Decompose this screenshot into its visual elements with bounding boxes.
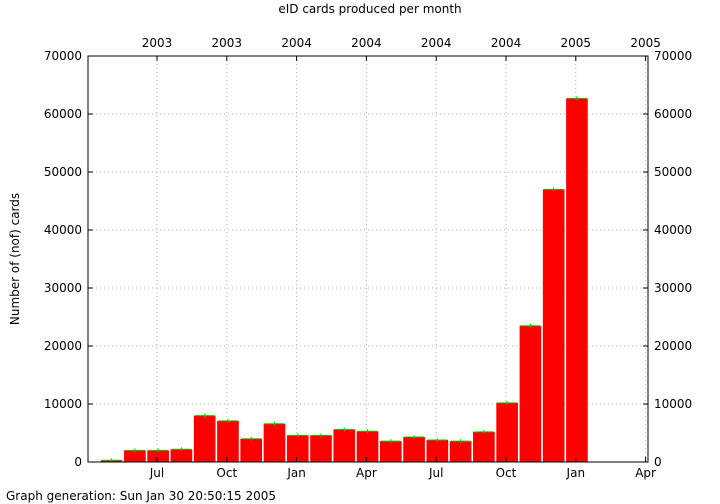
bars-group (100, 96, 588, 463)
bar (566, 98, 588, 462)
bar (217, 420, 239, 462)
graph-generation-footer: Graph generation: Sun Jan 30 20:50:15 20… (6, 489, 276, 503)
bar (473, 431, 495, 462)
x-tick-label-bottom: Apr (635, 466, 656, 480)
y-tick-label-right: 60000 (654, 107, 692, 121)
y-tick-label-left: 20000 (44, 339, 82, 353)
x-tick-label-bottom: Oct (216, 466, 237, 480)
bar (403, 437, 425, 462)
x-tick-label-top: 2005 (630, 36, 661, 50)
x-tick-label-bottom: Oct (496, 466, 517, 480)
x-tick-label-bottom: Jul (149, 466, 164, 480)
y-tick-label-right: 0 (654, 455, 662, 469)
x-tick-label-bottom: Apr (356, 466, 377, 480)
bar (496, 402, 518, 462)
bar (333, 429, 356, 462)
bar (193, 415, 216, 462)
x-tick-label-top: 2003 (212, 36, 243, 50)
y-axis-left: 0 10000 20000 30000 40000 50000 60000 70000 (44, 49, 93, 469)
bar (240, 438, 263, 462)
y-axis-label: Number of (nof) cards (8, 193, 22, 325)
y-tick-label-left: 50000 (44, 165, 82, 179)
x-tick-label-top: 2004 (421, 36, 452, 50)
x-tick-label-bottom: Jul (428, 466, 443, 480)
chart-title: eID cards produced per month (278, 2, 461, 16)
y-tick-label-left: 40000 (44, 223, 82, 237)
bar (426, 439, 449, 462)
bar (542, 189, 565, 462)
y-tick-label-left: 10000 (44, 397, 82, 411)
y-tick-label-right: 20000 (654, 339, 692, 353)
bar (519, 325, 542, 462)
bar (310, 435, 332, 462)
bar (147, 450, 169, 462)
bar (449, 441, 472, 462)
bar (170, 449, 193, 462)
x-tick-label-top: 2004 (351, 36, 382, 50)
y-tick-label-right: 70000 (654, 49, 692, 63)
x-axis-bottom: Jul Oct Jan Apr Jul Oct Jan Apr (149, 457, 656, 480)
x-tick-label-top: 2004 (281, 36, 312, 50)
bar (356, 431, 379, 462)
y-tick-label-right: 30000 (654, 281, 692, 295)
y-tick-label-right: 50000 (654, 165, 692, 179)
x-tick-label-top: 2005 (561, 36, 592, 50)
bar (286, 435, 309, 462)
y-tick-label-left: 30000 (44, 281, 82, 295)
x-tick-label-top: 2004 (491, 36, 522, 50)
plot-frame (87, 55, 649, 463)
y-tick-label-left: 60000 (44, 107, 82, 121)
grid-lines (88, 56, 648, 462)
x-axis-top: 2003 2003 2004 2004 2004 2004 2005 2005 (142, 36, 661, 61)
y-tick-label-right: 40000 (654, 223, 692, 237)
y-axis-right: 0 10000 20000 30000 40000 50000 60000 70000 (643, 49, 692, 469)
y-tick-label-left: 0 (74, 455, 82, 469)
x-tick-label-top: 2003 (142, 36, 173, 50)
bar (379, 441, 402, 462)
bar (124, 450, 146, 462)
x-tick-label-bottom: Jan (286, 466, 306, 480)
y-tick-label-left: 70000 (44, 49, 82, 63)
bar (263, 423, 286, 462)
x-tick-label-bottom: Jan (566, 466, 586, 480)
y-tick-label-right: 10000 (654, 397, 692, 411)
